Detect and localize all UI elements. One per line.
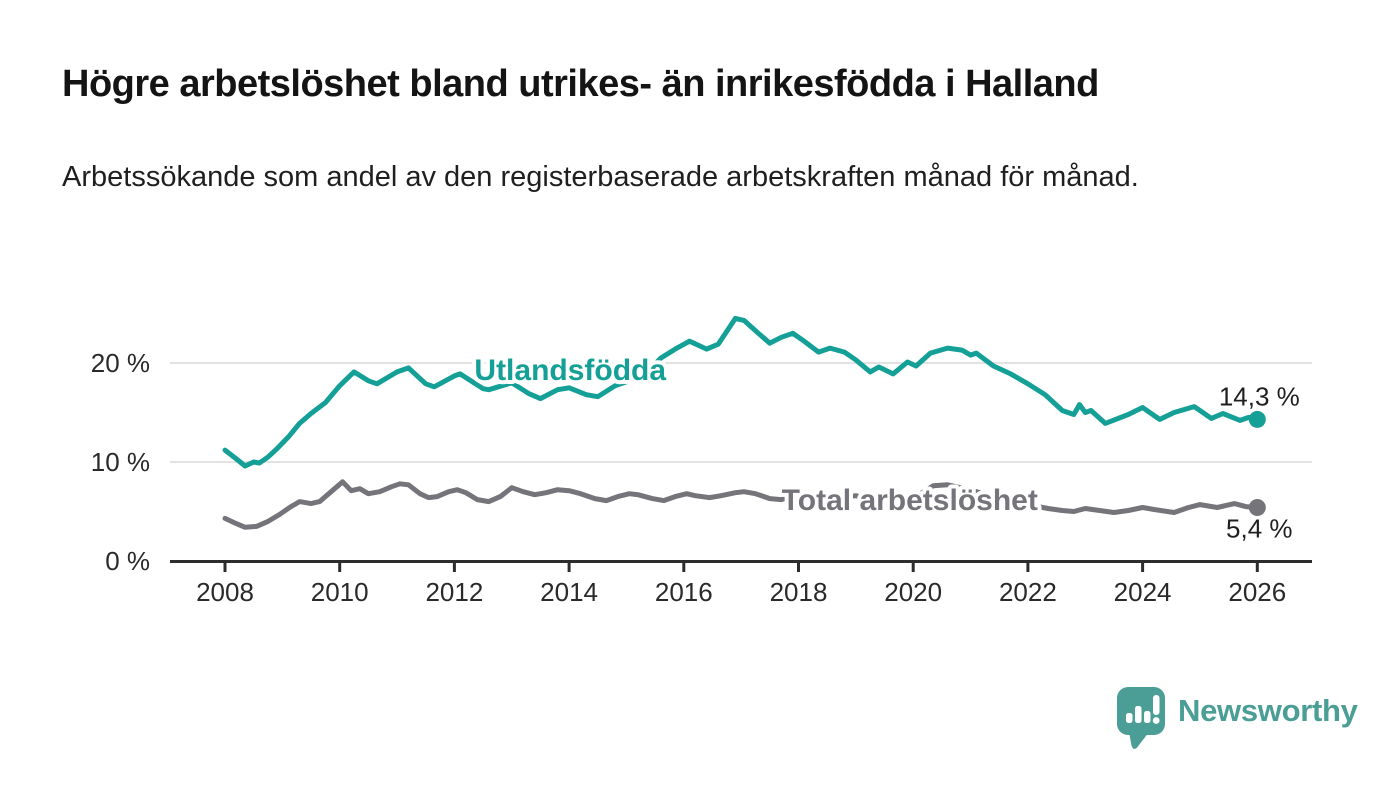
unemployment-line-chart: 2008 2010 2012 2014 2016 2018 2020 2022 2024 2026… (91, 315, 1312, 607)
logo-exclamation-dot (1152, 717, 1160, 724)
series-line-utlandsfodda (222, 315, 1260, 469)
x-tick-label-2016: 2016 (655, 577, 713, 607)
logo-bar-3 (1144, 711, 1151, 723)
x-tick-label-2022: 2022 (999, 577, 1057, 607)
logo-bar-1 (1126, 713, 1133, 723)
x-tick-label-2020: 2020 (884, 577, 942, 607)
newsworthy-logo-text: Newsworthy (1178, 693, 1358, 728)
newsworthy-logo-icon (1117, 687, 1165, 749)
x-tick-label-2018: 2018 (770, 577, 828, 607)
end-value-label-utlandsfodda: 14,3 % (1219, 381, 1300, 411)
end-value-label-total-arbetsloshet: 5,4 % (1226, 514, 1293, 544)
y-tick-label-10: 10 % (91, 447, 150, 477)
y-tick-label-0: 0 % (105, 546, 150, 576)
x-tick-label-2024: 2024 (1114, 577, 1172, 607)
series-end-dot-total-arbetsloshet (1248, 499, 1266, 517)
series-label-total-arbetsloshet: Total arbetslöshet (782, 484, 1038, 517)
y-tick-label-20: 20 % (91, 348, 150, 378)
x-tick-label-2010: 2010 (311, 577, 369, 607)
logo-bar-2 (1135, 706, 1142, 723)
series-line-total-arbetsloshet (222, 479, 1260, 530)
series-label-utlandsfodda: Utlandsfödda (474, 354, 666, 387)
x-tick-label-2026: 2026 (1228, 577, 1286, 607)
x-tick-label-2008: 2008 (196, 577, 254, 607)
x-tick-label-2012: 2012 (425, 577, 483, 607)
newsworthy-branding: Newsworthy (1116, 686, 1358, 758)
page-title: Högre arbetslöshet bland utrikes- än inr… (62, 63, 1099, 105)
chart-subtitle: Arbetssökande som andel av den registerb… (62, 161, 1139, 193)
series-end-dot-utlandsfodda (1248, 410, 1266, 428)
logo-exclamation-stem (1153, 695, 1160, 715)
x-tick-label-2014: 2014 (540, 577, 598, 607)
